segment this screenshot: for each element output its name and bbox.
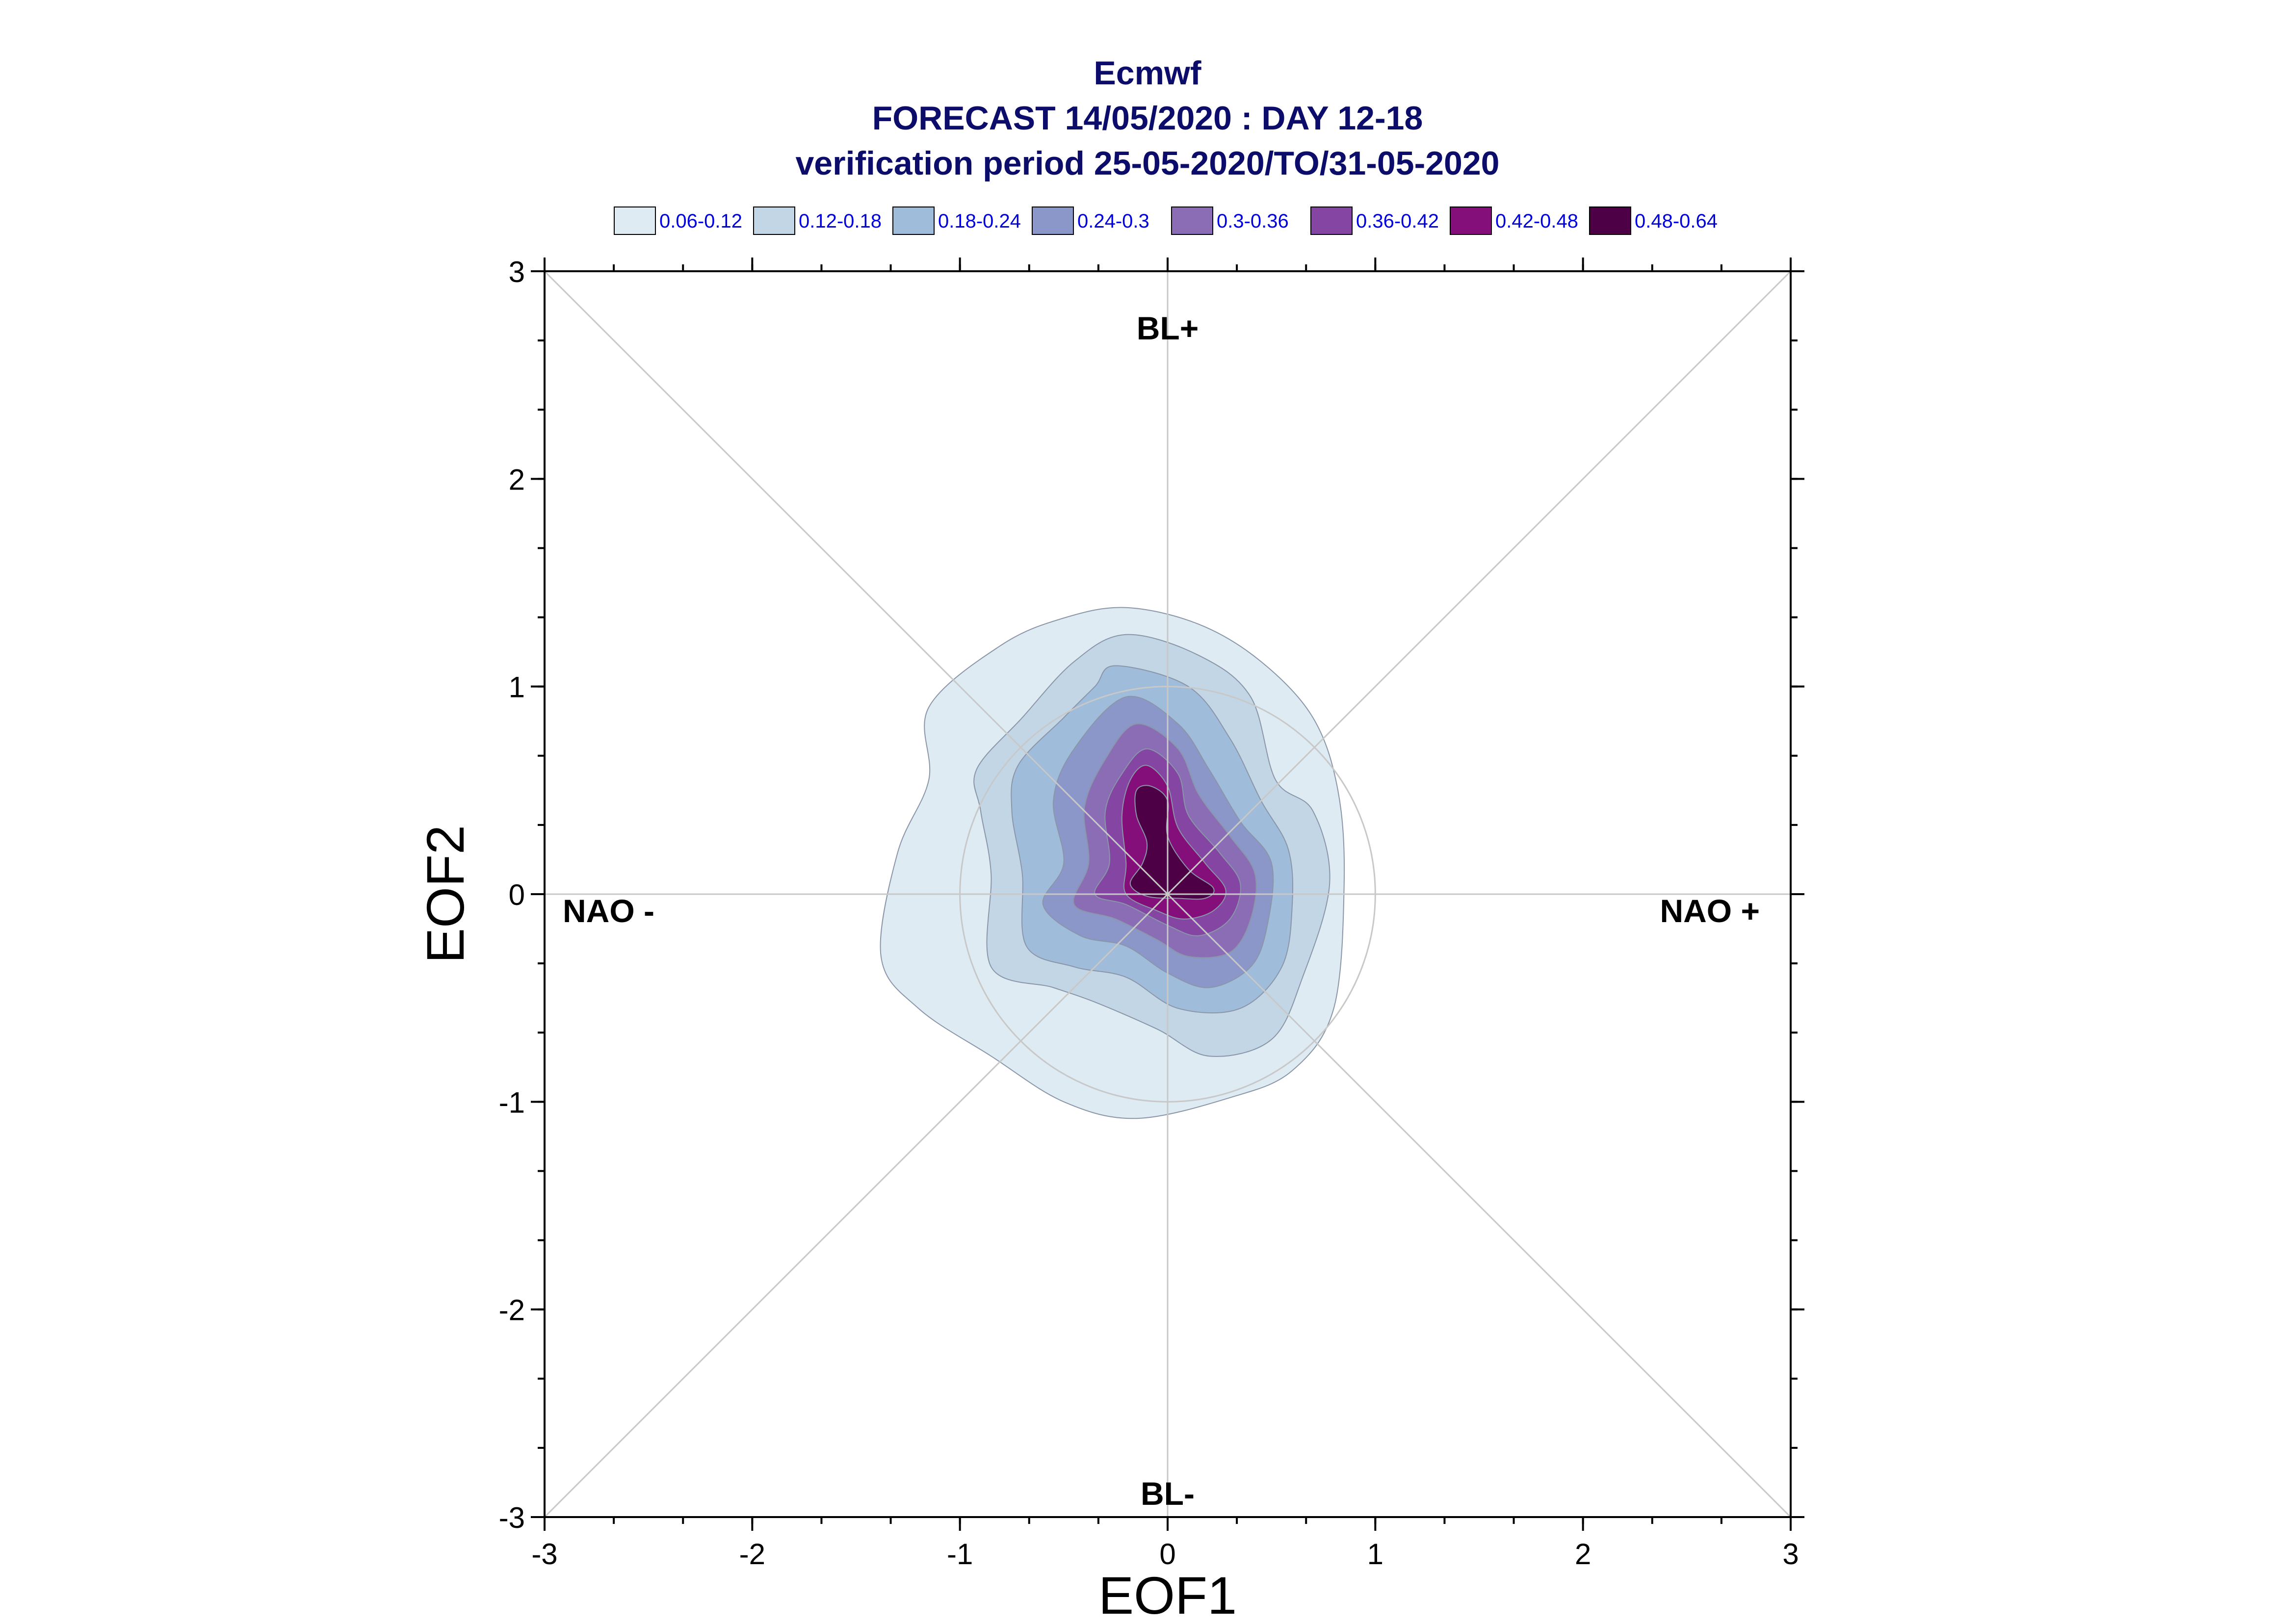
regime-label-nao-minus: NAO - [563, 893, 654, 929]
axis-ticks: -3 -2 -1 0 1 2 3 -3 -2 -1 0 1 2 3 [499, 256, 1804, 1571]
legend-swatch [753, 206, 795, 235]
reference-circle [959, 686, 1376, 1103]
density-contours [880, 607, 1345, 1119]
plot-area: -3 -2 -1 0 1 2 3 -3 -2 -1 0 1 2 3 [499, 256, 1804, 1571]
y-tick-label: -1 [499, 1086, 525, 1119]
legend-swatch [1310, 206, 1353, 235]
x-tick-label: -3 [531, 1538, 557, 1571]
y-tick-label: 0 [509, 878, 525, 911]
chart-subtitle-verification: verification period 25-05-2020/TO/31-05-… [795, 145, 1499, 182]
legend-label: 0.24-0.3 [1077, 210, 1149, 232]
y-axis-title: EOF2 [416, 825, 475, 963]
legend: 0.06-0.12 0.12-0.18 0.18-0.24 0.24-0.3 0.3-0… [614, 206, 1718, 235]
x-axis-title: EOF1 [1098, 1566, 1237, 1624]
legend-label: 0.12-0.18 [799, 210, 882, 232]
legend-label: 0.3-0.36 [1217, 210, 1289, 232]
legend-swatch [1450, 206, 1492, 235]
legend-label: 0.06-0.12 [659, 210, 742, 232]
legend-label: 0.36-0.42 [1356, 210, 1439, 232]
legend-label: 0.48-0.64 [1635, 210, 1718, 232]
chart-title: Ecmwf [1094, 54, 1201, 92]
y-tick-label: 3 [509, 256, 525, 288]
y-tick-label: 2 [509, 463, 525, 496]
x-tick-label: 1 [1367, 1538, 1383, 1571]
regime-label-bl-minus: BL- [1141, 1475, 1195, 1512]
y-tick-label: 1 [509, 671, 525, 704]
y-tick-label: -3 [499, 1501, 525, 1534]
legend-swatch [1032, 206, 1074, 235]
y-tick-label: -2 [499, 1294, 525, 1327]
guide-lines [544, 270, 1792, 1518]
x-tick-label: -1 [947, 1538, 973, 1571]
legend-label: 0.18-0.24 [938, 210, 1021, 232]
x-tick-label: 0 [1159, 1538, 1175, 1571]
legend-swatch [1589, 206, 1631, 235]
regime-label-nao-plus: NAO + [1660, 893, 1760, 929]
regime-label-bl-plus: BL+ [1137, 310, 1199, 346]
legend-swatch [614, 206, 656, 235]
x-tick-label: 3 [1782, 1538, 1799, 1571]
x-tick-label: -2 [739, 1538, 765, 1571]
legend-swatch [1171, 206, 1213, 235]
legend-swatch [892, 206, 935, 235]
chart-subtitle-forecast: FORECAST 14/05/2020 : DAY 12-18 [872, 100, 1423, 137]
x-tick-label: 2 [1575, 1538, 1591, 1571]
legend-label: 0.42-0.48 [1495, 210, 1578, 232]
